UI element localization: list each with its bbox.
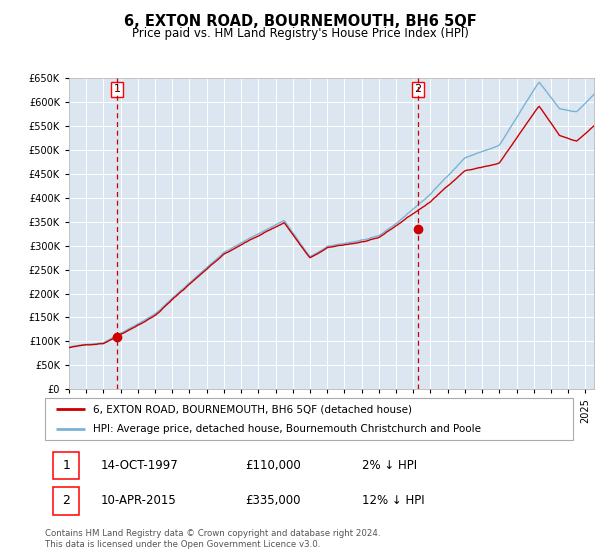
Text: 14-OCT-1997: 14-OCT-1997 [100, 459, 178, 472]
Text: 2% ↓ HPI: 2% ↓ HPI [362, 459, 417, 472]
Text: 10-APR-2015: 10-APR-2015 [100, 494, 176, 507]
Text: 6, EXTON ROAD, BOURNEMOUTH, BH6 5QF (detached house): 6, EXTON ROAD, BOURNEMOUTH, BH6 5QF (det… [92, 404, 412, 414]
FancyBboxPatch shape [53, 452, 79, 479]
Text: 1: 1 [62, 459, 70, 472]
FancyBboxPatch shape [45, 398, 573, 440]
Text: Contains HM Land Registry data © Crown copyright and database right 2024.
This d: Contains HM Land Registry data © Crown c… [45, 529, 380, 549]
Text: £335,000: £335,000 [245, 494, 301, 507]
Text: 2: 2 [415, 84, 421, 94]
Text: 2: 2 [62, 494, 70, 507]
Text: 1: 1 [113, 84, 121, 94]
Text: 12% ↓ HPI: 12% ↓ HPI [362, 494, 424, 507]
Text: £110,000: £110,000 [245, 459, 301, 472]
FancyBboxPatch shape [53, 487, 79, 515]
Text: HPI: Average price, detached house, Bournemouth Christchurch and Poole: HPI: Average price, detached house, Bour… [92, 424, 481, 434]
Text: 6, EXTON ROAD, BOURNEMOUTH, BH6 5QF: 6, EXTON ROAD, BOURNEMOUTH, BH6 5QF [124, 14, 476, 29]
Text: Price paid vs. HM Land Registry's House Price Index (HPI): Price paid vs. HM Land Registry's House … [131, 27, 469, 40]
